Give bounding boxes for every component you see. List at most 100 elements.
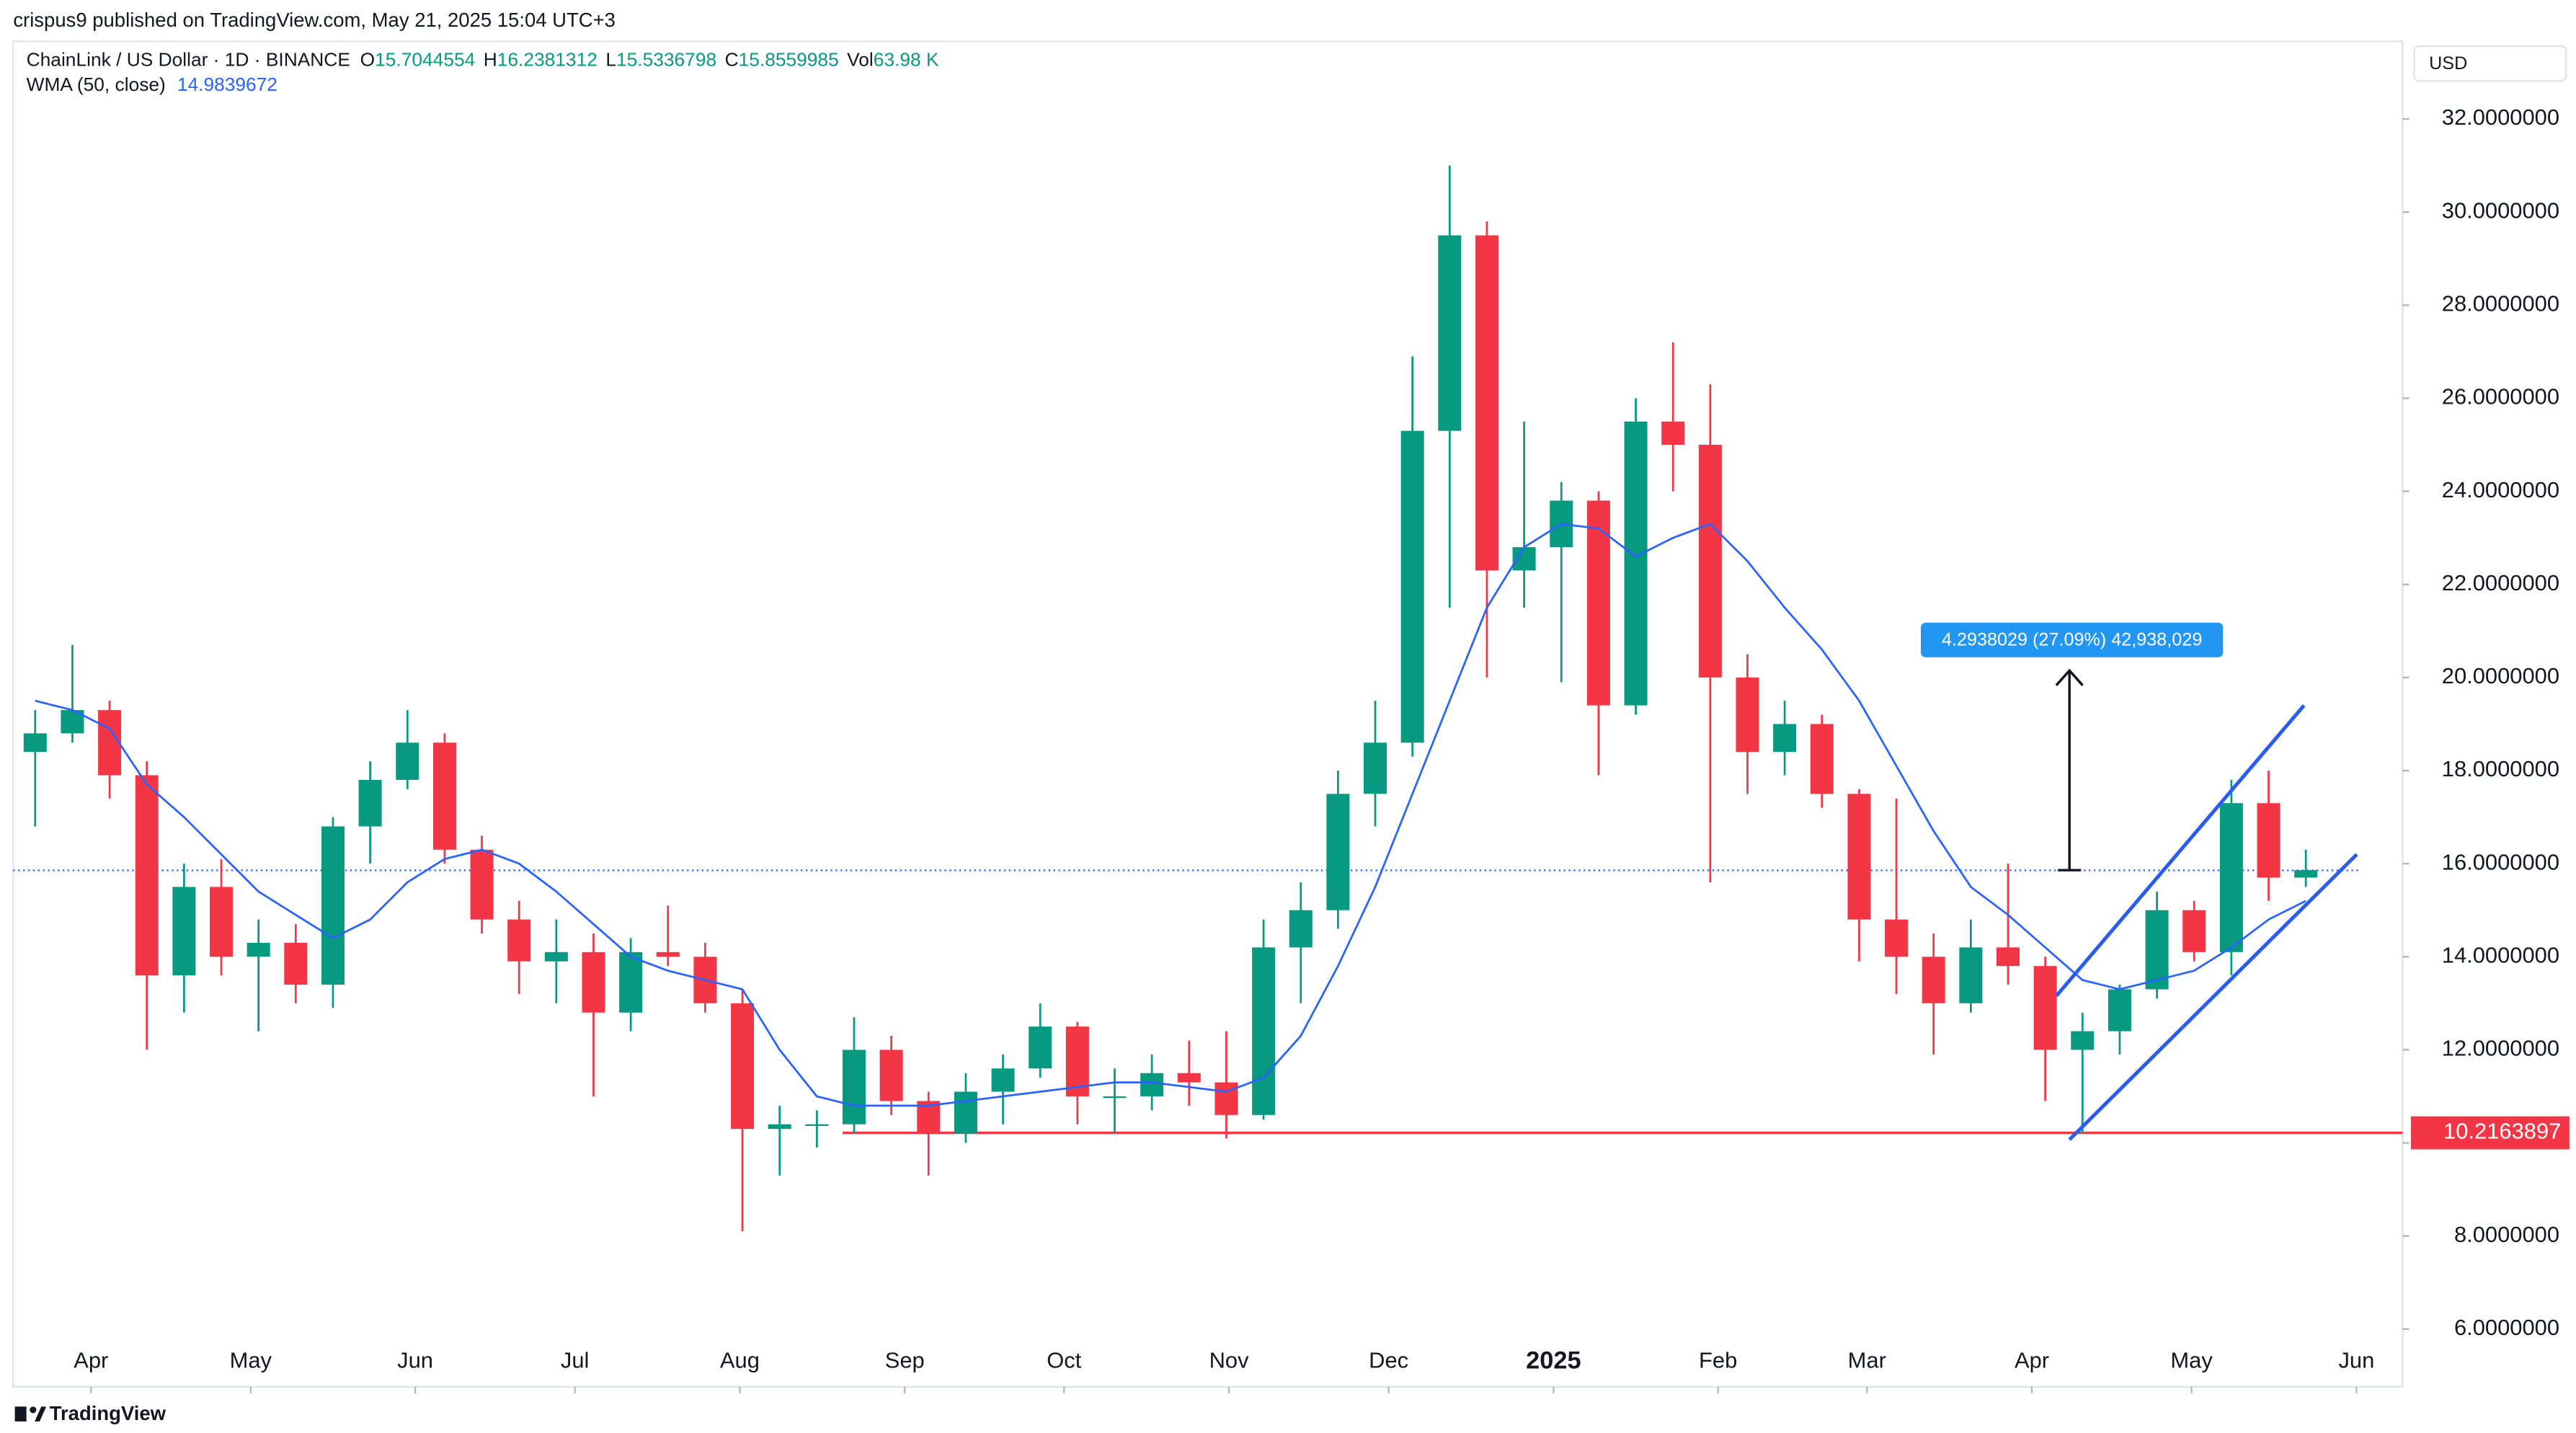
candle-body bbox=[1773, 724, 1797, 753]
support-price-box bbox=[2410, 1116, 2570, 1150]
candle-body bbox=[1624, 421, 1648, 706]
candle-body bbox=[432, 742, 456, 850]
legend-low: 15.5336798 bbox=[616, 49, 716, 71]
tradingview-logo bbox=[14, 1406, 47, 1421]
y-tick-label: 32.0000000 bbox=[2442, 105, 2559, 130]
x-tick-label: 2025 bbox=[1526, 1347, 1581, 1375]
x-tick-label: Jun bbox=[397, 1348, 433, 1373]
candle-body bbox=[247, 942, 270, 957]
x-tick-label: Nov bbox=[1209, 1348, 1250, 1373]
legend-indicator-name: WMA (50, close) bbox=[27, 74, 166, 95]
x-tick-label: Aug bbox=[720, 1348, 760, 1373]
candle-body bbox=[2033, 966, 2057, 1050]
candle-body bbox=[1029, 1026, 1052, 1069]
y-tick-label: 30.0000000 bbox=[2442, 198, 2559, 223]
candle-body bbox=[1810, 724, 1834, 794]
measure-label-box bbox=[1921, 622, 2224, 657]
candle-body bbox=[805, 1124, 829, 1127]
y-tick-label: 22.0000000 bbox=[2442, 570, 2559, 595]
candle-body bbox=[1252, 947, 1276, 1115]
channel-line bbox=[2068, 853, 2358, 1141]
candle-body bbox=[1698, 445, 1722, 678]
x-tick-label: May bbox=[2170, 1348, 2213, 1373]
candle-body bbox=[2071, 1031, 2095, 1050]
legend-low-label: L bbox=[605, 49, 616, 71]
candle-body bbox=[1922, 957, 1945, 1003]
candle-body bbox=[842, 1050, 866, 1124]
currency-box bbox=[2413, 45, 2567, 82]
x-tick-label: Sep bbox=[885, 1348, 925, 1373]
y-tick-label: 24.0000000 bbox=[2442, 477, 2559, 502]
candle-body bbox=[954, 1091, 977, 1134]
measure-label: 4.2938029 (27.09%) 42,938,029 bbox=[1942, 630, 2202, 650]
candle-body bbox=[731, 1003, 755, 1130]
y-tick-label: 6.0000000 bbox=[2454, 1315, 2559, 1340]
candle-body bbox=[1065, 1026, 1089, 1096]
x-tick-label: Oct bbox=[1047, 1348, 1082, 1373]
candle-body bbox=[1289, 910, 1313, 948]
candle-body bbox=[1475, 235, 1498, 571]
y-tick-label: 18.0000000 bbox=[2442, 756, 2559, 781]
candle-body bbox=[2257, 803, 2280, 878]
candle-body bbox=[1847, 794, 1871, 920]
candle-body bbox=[1214, 1082, 1238, 1115]
candle-body bbox=[1326, 794, 1350, 910]
candle-body bbox=[1400, 430, 1424, 743]
y-tick-label: 28.0000000 bbox=[2442, 291, 2559, 316]
legend-symbol: ChainLink / US Dollar · 1D · BINANCE bbox=[27, 49, 350, 71]
legend-high-label: H bbox=[484, 49, 497, 71]
x-tick-label: Jul bbox=[561, 1348, 590, 1373]
candle-body bbox=[2182, 910, 2206, 952]
x-tick-label: Apr bbox=[74, 1348, 108, 1373]
candle-body bbox=[1177, 1073, 1201, 1083]
channel-line bbox=[2055, 704, 2306, 998]
candle-body bbox=[582, 951, 605, 1013]
candle-body bbox=[2294, 870, 2318, 878]
publish-header: crispus9 published on TradingView.com, M… bbox=[13, 9, 616, 31]
y-tick-label: 12.0000000 bbox=[2442, 1036, 2559, 1061]
legend-high: 16.2381312 bbox=[497, 49, 598, 71]
y-tick-label: 14.0000000 bbox=[2442, 942, 2559, 967]
candle-body bbox=[358, 779, 382, 827]
candle-body bbox=[991, 1068, 1015, 1092]
y-tick-label: 16.0000000 bbox=[2442, 849, 2559, 874]
candle-body bbox=[2219, 803, 2243, 952]
candle-body bbox=[1959, 947, 1983, 1003]
y-tick-label: 20.0000000 bbox=[2442, 663, 2559, 688]
candle-body bbox=[656, 951, 680, 957]
candle-body bbox=[1586, 500, 1610, 706]
legend-indicator-value: 14.9839672 bbox=[177, 74, 277, 95]
candle-body bbox=[1140, 1073, 1164, 1096]
candle-body bbox=[284, 942, 308, 985]
candle-body bbox=[210, 887, 234, 957]
candle-body bbox=[544, 951, 568, 962]
legend-close: 15.8559985 bbox=[739, 49, 839, 71]
wma-line bbox=[35, 523, 2306, 1107]
candle-body bbox=[768, 1124, 791, 1130]
legend-vol: 63.98 K bbox=[874, 49, 939, 71]
legend-close-label: C bbox=[725, 49, 739, 71]
candle-body bbox=[2145, 910, 2169, 990]
y-tick-label: 8.0000000 bbox=[2454, 1222, 2559, 1247]
candle-body bbox=[1661, 421, 1685, 445]
currency-label: USD bbox=[2429, 53, 2467, 74]
x-tick-label: May bbox=[230, 1348, 272, 1373]
x-tick-label: Apr bbox=[2015, 1348, 2049, 1373]
candle-body bbox=[879, 1050, 903, 1101]
footer-brand: TradingView bbox=[50, 1402, 166, 1424]
y-tick-label: 26.0000000 bbox=[2442, 384, 2559, 409]
candle-body bbox=[98, 710, 122, 776]
support-price-label: 10.2163897 bbox=[2443, 1119, 2561, 1144]
candle-body bbox=[23, 733, 47, 753]
candle-body bbox=[1996, 947, 2020, 967]
candle-body bbox=[1364, 742, 1387, 794]
candle-body bbox=[619, 951, 643, 1013]
candle-body bbox=[470, 849, 494, 920]
candle-body bbox=[1736, 677, 1759, 753]
x-tick-label: Feb bbox=[1699, 1348, 1737, 1373]
candle-body bbox=[396, 742, 419, 780]
candle-body bbox=[1885, 919, 1909, 957]
